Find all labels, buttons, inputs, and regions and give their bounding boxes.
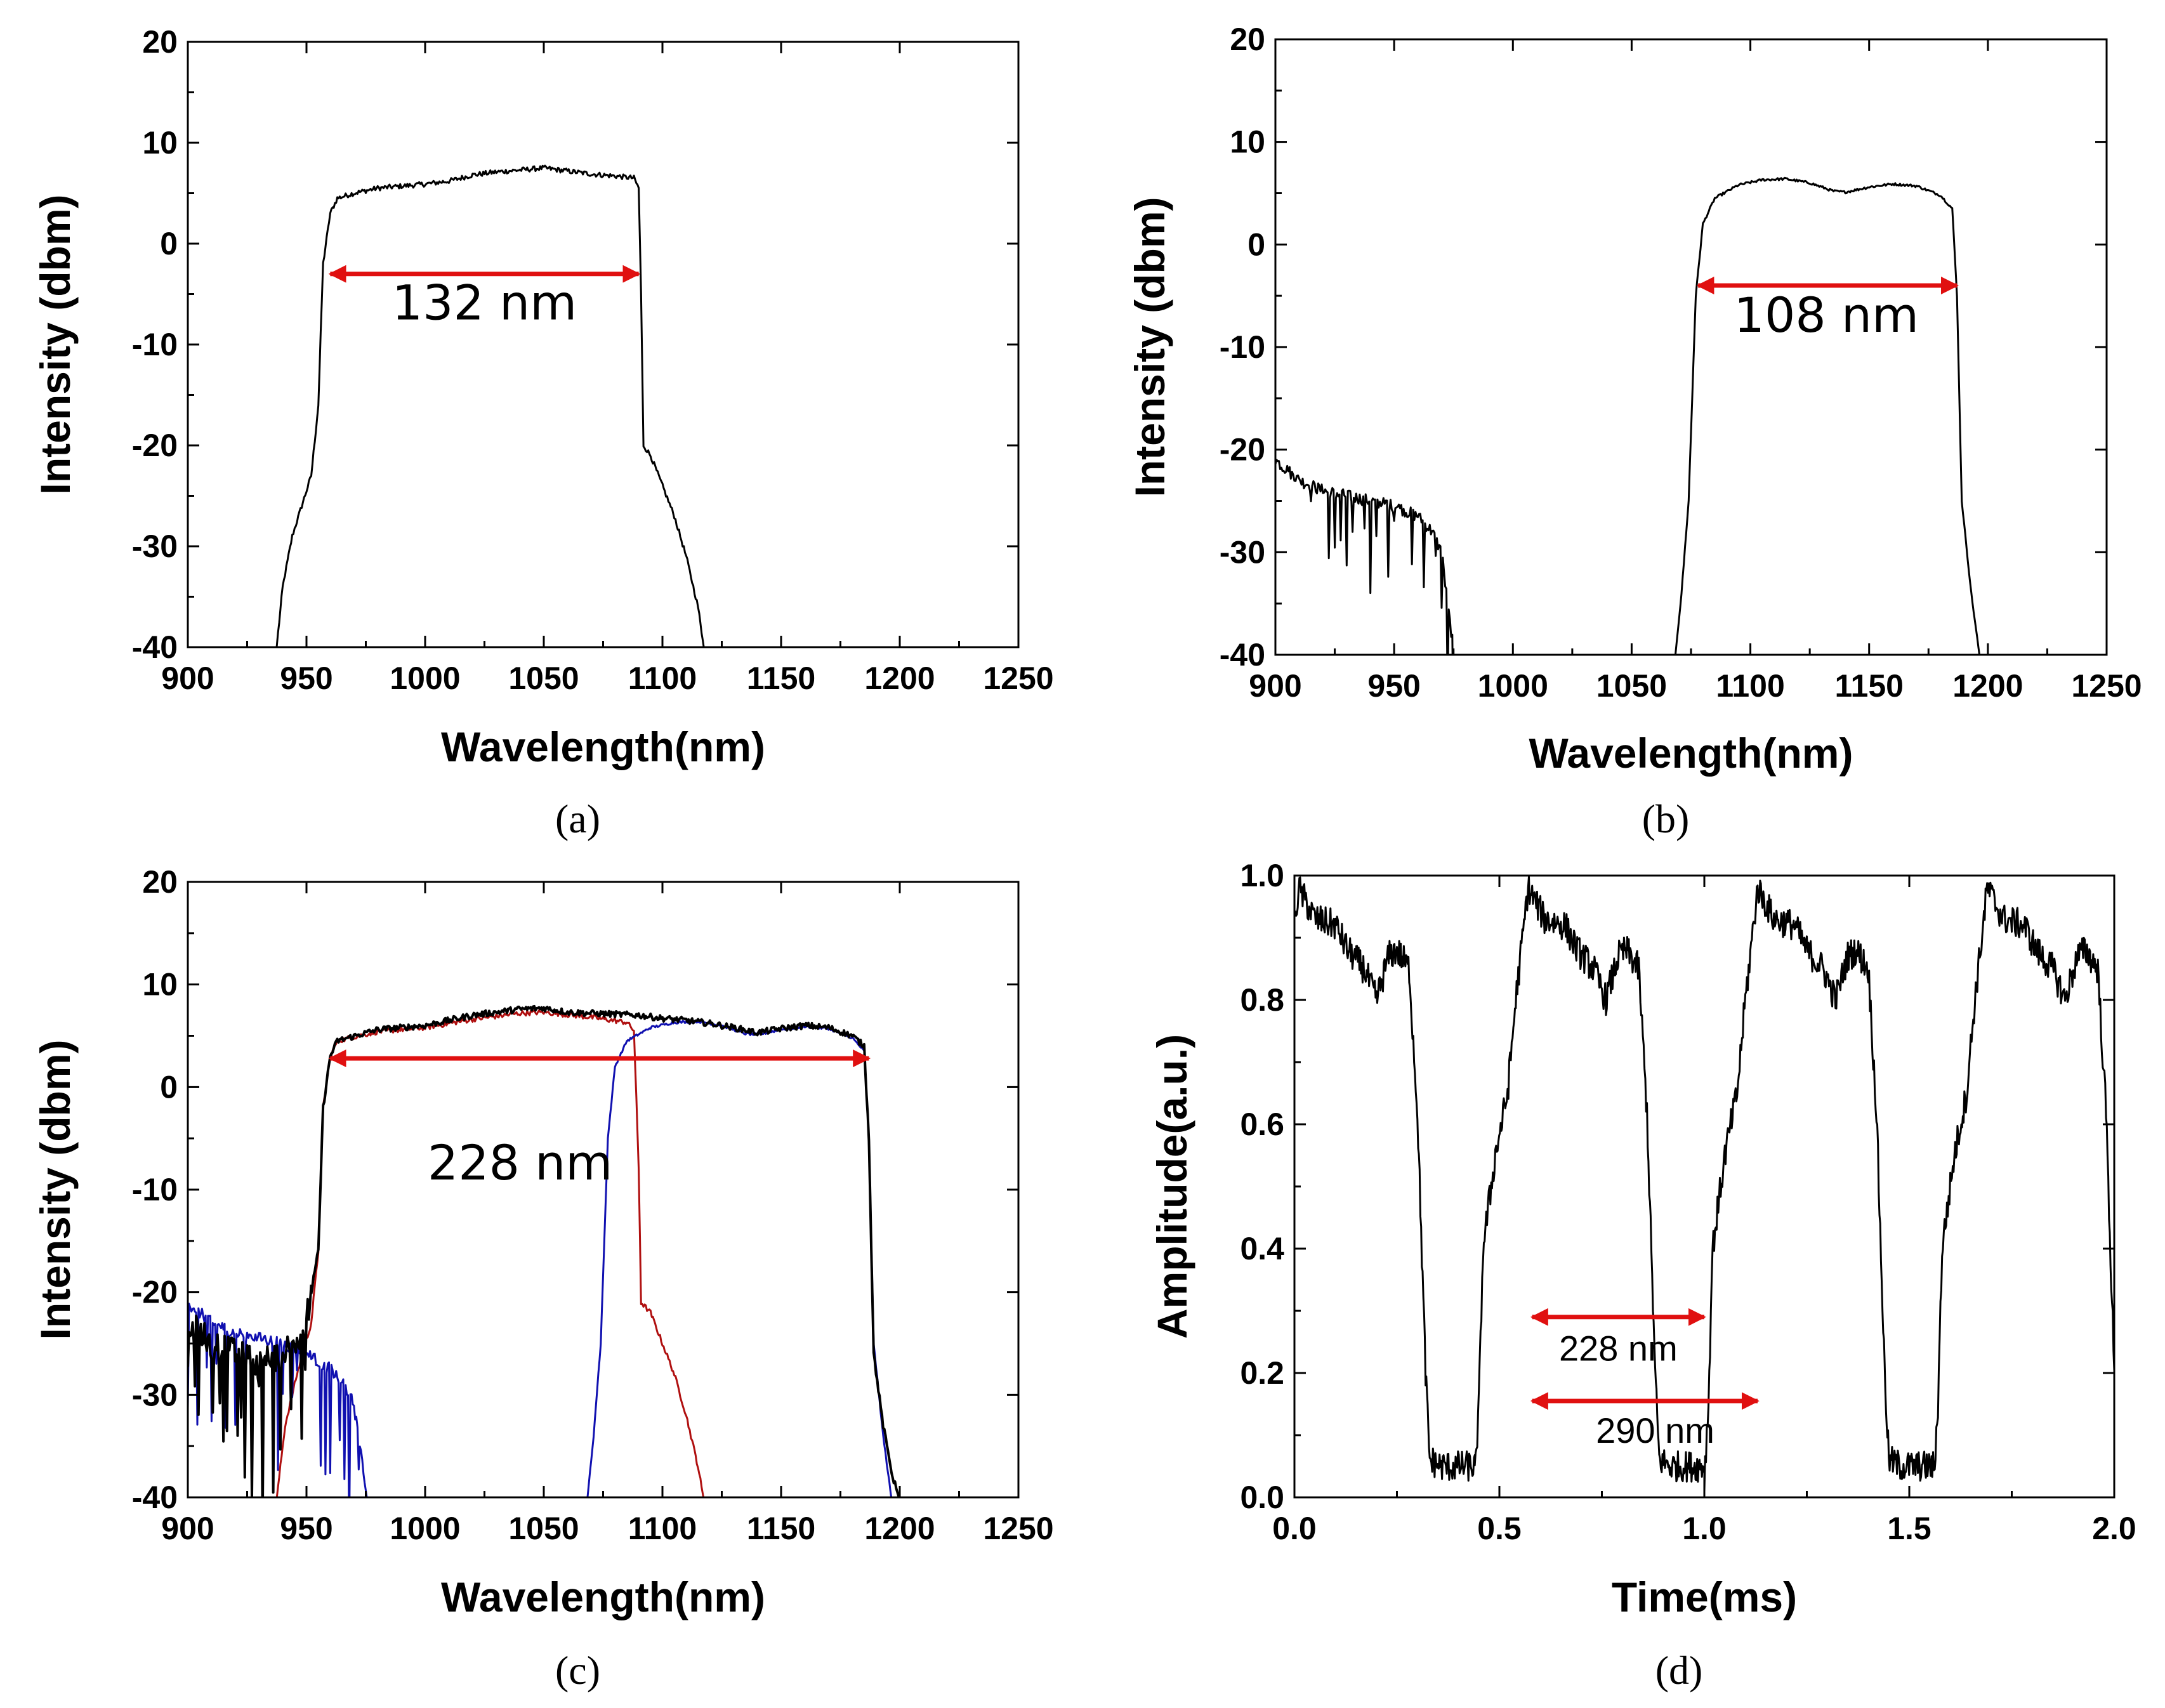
x-tick-label-c: 1100 bbox=[628, 1511, 697, 1546]
y-tick-label-d: 1.0 bbox=[1240, 858, 1284, 893]
width-annotation-label-d: 228 nm bbox=[1559, 1328, 1678, 1368]
width-annotation-label-a: 132 nm bbox=[392, 274, 577, 331]
y-axis-label-c: Intensity (dbm) bbox=[32, 1040, 79, 1340]
y-axis-label-a: Intensity (dbm) bbox=[32, 195, 79, 495]
x-tick-label-b: 1150 bbox=[1834, 668, 1903, 704]
y-tick-label-c: 20 bbox=[142, 864, 178, 900]
y-tick-label-a: 20 bbox=[142, 24, 178, 60]
chart-panel-d: 0.0 0.5 1.0 1.5 2.0 0.0 0.2 0.4 0.6 0.8 1.0 Time(ms… bbox=[1148, 858, 2136, 1693]
x-tick-label-b: 1200 bbox=[1952, 668, 2023, 704]
plot-area-d bbox=[1294, 876, 2114, 1493]
x-tick-label-d: 1.5 bbox=[1887, 1511, 1931, 1546]
y-tick-label-c: -10 bbox=[132, 1172, 178, 1207]
plot-frame-b bbox=[1274, 38, 2108, 656]
x-tick-label-b: 1250 bbox=[2071, 668, 2142, 704]
x-tick-label-a: 1100 bbox=[628, 660, 697, 696]
plot-area-a bbox=[275, 164, 705, 647]
plot-frame-a bbox=[187, 41, 1020, 648]
y-tick-label-b: 10 bbox=[1230, 124, 1265, 160]
x-tick-label-a: 950 bbox=[280, 660, 332, 696]
x-tick-label-d: 1.0 bbox=[1682, 1511, 1727, 1546]
y-tick-label-b: 0 bbox=[1247, 227, 1265, 262]
y-tick-label-d: 0.0 bbox=[1240, 1480, 1284, 1515]
x-tick-label-d: 0.5 bbox=[1477, 1511, 1522, 1546]
x-tick-label-c: 950 bbox=[280, 1511, 332, 1546]
series-line-c-black-spectrum bbox=[310, 1004, 900, 1497]
y-tick-label-c: -40 bbox=[132, 1480, 178, 1515]
y-tick-label-a: -40 bbox=[132, 629, 178, 665]
x-axis-label-d: Time(ms) bbox=[1612, 1573, 1797, 1620]
x-tick-label-b: 900 bbox=[1249, 668, 1301, 704]
y-tick-label-a: -20 bbox=[132, 428, 178, 463]
y-tick-label-b: -40 bbox=[1220, 637, 1265, 673]
x-tick-label-c: 1050 bbox=[508, 1511, 579, 1546]
width-annotation-label-c: 228 nm bbox=[428, 1134, 612, 1191]
y-axis-label-d: Amplitude(a.u.) bbox=[1148, 1034, 1195, 1339]
series-line-c-blue-spectrum bbox=[586, 1019, 893, 1497]
width-annotation-label-b: 108 nm bbox=[1734, 287, 1919, 343]
x-axis-label-b: Wavelength(nm) bbox=[1529, 730, 1853, 777]
panel-label-d: (d) bbox=[1655, 1648, 1703, 1693]
x-tick-label-a: 1200 bbox=[864, 660, 935, 696]
panel-label-b: (b) bbox=[1642, 796, 1690, 841]
series-line-a-spectrum bbox=[275, 164, 705, 647]
chart-panel-a: 900 950 1000 1050 1100 1150 1200 1250 -40 -30 -20 -… bbox=[32, 24, 1054, 841]
x-tick-label-a: 900 bbox=[161, 660, 214, 696]
y-tick-label-a: -10 bbox=[132, 327, 178, 362]
y-tick-label-a: 10 bbox=[142, 125, 178, 161]
x-tick-label-a: 1000 bbox=[390, 660, 460, 696]
width-annotation-label-d: 290 nm bbox=[1596, 1410, 1714, 1450]
y-tick-label-d: 0.2 bbox=[1240, 1355, 1284, 1391]
y-tick-label-c: -20 bbox=[132, 1275, 178, 1310]
plot-area-b bbox=[1275, 176, 1981, 655]
y-tick-label-c: -30 bbox=[132, 1377, 178, 1412]
x-axis-label-a: Wavelength(nm) bbox=[441, 723, 765, 770]
y-tick-label-c: 10 bbox=[142, 967, 178, 1002]
x-tick-label-d: 2.0 bbox=[2092, 1511, 2136, 1546]
x-tick-label-a: 1150 bbox=[747, 660, 815, 696]
x-tick-label-b: 1000 bbox=[1478, 668, 1548, 704]
chart-panel-b: 900 950 1000 1050 1100 1150 1200 1250 -40 -30 -20 -… bbox=[1126, 22, 2142, 841]
x-tick-label-c: 1150 bbox=[747, 1511, 815, 1546]
series-line-c-black-residual bbox=[188, 1284, 313, 1497]
y-tick-label-b: -10 bbox=[1220, 329, 1265, 365]
y-tick-label-b: -20 bbox=[1220, 432, 1265, 468]
x-axis-label-c: Wavelength(nm) bbox=[441, 1573, 765, 1620]
y-tick-label-b: -30 bbox=[1220, 534, 1265, 570]
chart-panel-c: 900 950 1000 1050 1100 1150 1200 1250 -40 -30 -20 -… bbox=[32, 864, 1054, 1693]
y-tick-label-b: 20 bbox=[1230, 22, 1265, 57]
y-tick-label-a: -30 bbox=[132, 529, 178, 564]
series-line-c-blue-residual bbox=[188, 1303, 368, 1497]
x-tick-label-c: 1200 bbox=[864, 1511, 935, 1546]
panel-label-c: (c) bbox=[555, 1648, 600, 1693]
series-line-d-pulse-train bbox=[1294, 876, 2114, 1493]
x-tick-label-b: 1100 bbox=[1716, 668, 1784, 704]
y-tick-label-c: 0 bbox=[160, 1069, 178, 1105]
x-tick-label-c: 1250 bbox=[983, 1511, 1053, 1546]
plot-frame-d bbox=[1293, 874, 2116, 1499]
x-tick-label-c: 1000 bbox=[390, 1511, 460, 1546]
x-tick-label-d: 0.0 bbox=[1272, 1511, 1317, 1546]
x-tick-label-b: 1050 bbox=[1596, 668, 1667, 704]
series-line-b-residual-pump bbox=[1275, 459, 1454, 655]
y-tick-label-a: 0 bbox=[160, 226, 178, 261]
series-line-b-spectrum bbox=[1674, 176, 1981, 655]
plot-area-c bbox=[188, 1004, 900, 1497]
y-tick-label-d: 0.8 bbox=[1240, 982, 1284, 1018]
y-tick-label-d: 0.4 bbox=[1240, 1231, 1284, 1266]
x-tick-label-a: 1250 bbox=[983, 660, 1053, 696]
y-tick-label-d: 0.6 bbox=[1240, 1107, 1284, 1142]
y-axis-label-b: Intensity (dbm) bbox=[1126, 197, 1173, 497]
x-tick-label-b: 950 bbox=[1367, 668, 1420, 704]
x-tick-label-c: 900 bbox=[161, 1511, 214, 1546]
x-tick-label-a: 1050 bbox=[508, 660, 579, 696]
panel-label-a: (a) bbox=[555, 796, 600, 841]
